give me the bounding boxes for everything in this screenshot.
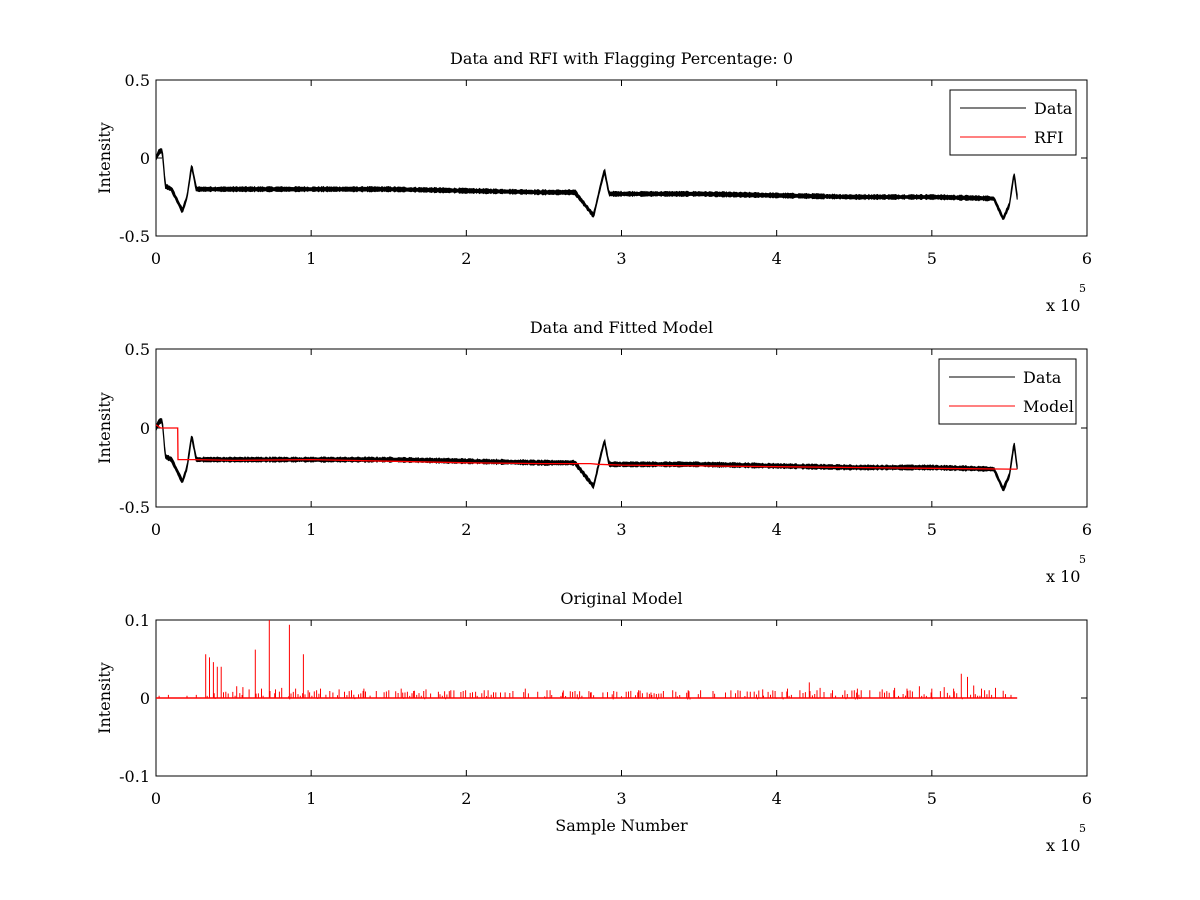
x-tick-label: 3	[616, 789, 626, 808]
chart-title: Original Model	[560, 589, 682, 608]
legend-label: Data	[1023, 368, 1062, 387]
plot-area	[155, 79, 1088, 237]
y-tick-label: -0.5	[119, 498, 150, 517]
x-tick-label: 4	[772, 789, 782, 808]
series-data-band	[156, 148, 1018, 220]
plot-series	[156, 417, 1018, 492]
y-tick-label: -0.1	[119, 767, 150, 786]
chart-title: Data and RFI with Flagging Percentage: 0	[450, 49, 793, 68]
legend-label: RFI	[1034, 128, 1063, 147]
x-multiplier-label: x 10	[1046, 836, 1080, 855]
legend-box	[949, 89, 1077, 156]
x-tick-label: 3	[616, 249, 626, 268]
chart-title: Data and Fitted Model	[530, 318, 713, 337]
x-tick-label: 2	[461, 789, 471, 808]
y-tick-label: 0	[140, 149, 150, 168]
x-tick-label: 2	[461, 520, 471, 539]
x-tick-label: 1	[306, 520, 316, 539]
x-multiplier-label: x 10	[1046, 567, 1080, 586]
y-tick-label: 0	[140, 689, 150, 708]
y-axis-label: Intensity	[95, 392, 114, 464]
model-spikes	[158, 620, 1012, 700]
legend: Data Model	[938, 358, 1077, 425]
legend-label: Data	[1034, 99, 1073, 118]
x-tick-label: 0	[151, 249, 161, 268]
x-multiplier-label: x 10	[1046, 296, 1080, 315]
x-axis-label: Sample Number	[555, 816, 688, 835]
y-tick-label: 0.5	[125, 340, 150, 359]
x-tick-label: 1	[306, 789, 316, 808]
x-tick-label: 4	[772, 520, 782, 539]
legend-label: Model	[1023, 397, 1074, 416]
x-tick-label: 1	[306, 249, 316, 268]
x-tick-label: 3	[616, 520, 626, 539]
x-tick-label: 0	[151, 789, 161, 808]
x-multiplier-exponent: 5	[1079, 282, 1086, 295]
y-tick-label: -0.5	[119, 227, 150, 246]
x-tick-label: 5	[927, 789, 937, 808]
x-tick-label: 6	[1082, 520, 1092, 539]
y-axis-label: Intensity	[95, 662, 114, 734]
legend-box	[938, 358, 1077, 425]
x-tick-label: 0	[151, 520, 161, 539]
legend: Data RFI	[949, 89, 1077, 156]
x-tick-label: 6	[1082, 789, 1092, 808]
y-axis-label: Intensity	[95, 122, 114, 194]
x-tick-label: 2	[461, 249, 471, 268]
y-tick-label: 0	[140, 419, 150, 438]
x-multiplier-exponent: 5	[1079, 553, 1086, 566]
y-tick-label: 0.5	[125, 71, 150, 90]
plot-area	[155, 348, 1088, 508]
x-tick-label: 5	[927, 249, 937, 268]
x-tick-label: 4	[772, 249, 782, 268]
x-tick-label: 5	[927, 520, 937, 539]
x-tick-label: 6	[1082, 249, 1092, 268]
y-tick-label: 0.1	[125, 611, 150, 630]
series-model-line	[156, 424, 1018, 470]
x-multiplier-exponent: 5	[1079, 822, 1086, 835]
plot-series	[156, 148, 1018, 220]
plot-series	[156, 620, 1018, 700]
